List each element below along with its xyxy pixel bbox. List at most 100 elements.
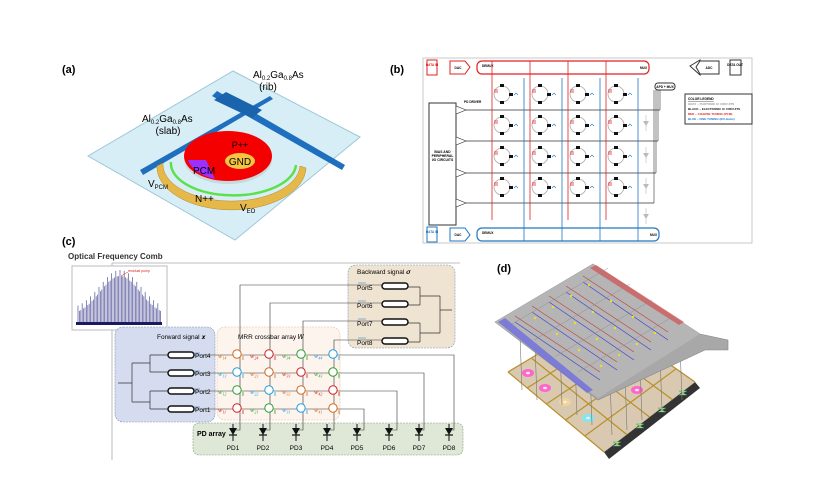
pcm-patch <box>188 160 215 179</box>
weight-label: w32 <box>282 389 290 397</box>
blue-line <box>514 321 601 381</box>
residual-pump-annotation: residual pump <box>128 269 150 273</box>
weight-label: w21 <box>250 407 258 415</box>
bottom-ring-center <box>635 388 639 392</box>
weight-symbol: w <box>314 407 319 414</box>
weight-symbol: w <box>250 353 255 360</box>
backward-route <box>266 302 382 431</box>
ring-marker <box>635 342 639 346</box>
weight-index: 24 <box>254 356 258 361</box>
weight-symbol: w <box>218 371 223 378</box>
weight-index: 42 <box>318 392 322 397</box>
weight-label: w31 <box>282 407 290 415</box>
dac-top-label: DAC <box>455 66 463 70</box>
microring <box>328 403 338 413</box>
microring <box>328 349 338 359</box>
weight-index: 22 <box>254 392 258 397</box>
data-in-top <box>426 59 438 76</box>
bottom-ring-center <box>543 386 547 390</box>
weight-label: w34 <box>282 353 290 361</box>
bottom-trace <box>584 368 676 437</box>
directional-coupler <box>381 318 409 326</box>
eo-tuning-icon <box>627 154 633 158</box>
panel-c: (c) Optical Frequency Comb residual pump… <box>62 236 464 460</box>
panel-c-label: (c) <box>62 236 76 248</box>
forward-port-label: Port2 <box>195 389 211 396</box>
pcm-capacitor-icon <box>532 182 536 186</box>
panel-a-label: (a) <box>62 64 76 76</box>
weight-symbol: w <box>218 407 223 414</box>
microring <box>264 367 274 377</box>
microring <box>296 385 306 395</box>
demux-top-label: DEMUX <box>482 64 494 68</box>
ring-contact <box>500 115 504 118</box>
pcm-label: PCM <box>193 166 215 177</box>
red-line <box>548 295 635 353</box>
weight-index: 34 <box>286 356 290 361</box>
weight-symbol: w <box>250 371 255 378</box>
backward-port-label: Port8 <box>357 340 373 347</box>
ring-contact <box>614 146 618 149</box>
microring <box>264 403 274 413</box>
ring-marker <box>609 299 613 303</box>
pcm-capacitor-icon <box>570 89 574 93</box>
ring-contact <box>614 84 618 87</box>
weight-symbol: w <box>282 371 287 378</box>
via-pillar <box>519 334 523 391</box>
blue-line <box>582 281 669 341</box>
eo-tuning-icon <box>589 92 595 96</box>
microring <box>328 385 338 395</box>
rib-note: (rib) <box>259 82 277 93</box>
pcm-capacitor-icon <box>494 89 498 93</box>
ring-contact <box>623 124 627 127</box>
adc-label: ADC <box>706 66 714 70</box>
weight-label: w14 <box>218 353 226 361</box>
ring-contact <box>585 93 589 96</box>
ring-contact <box>547 124 551 127</box>
grid-line <box>533 283 631 341</box>
pcm-capacitor-icon <box>608 151 612 155</box>
weight-label: w33 <box>282 371 290 379</box>
bottom-ring-center <box>526 371 530 375</box>
eo-tuning-icon <box>551 185 557 189</box>
color-legend <box>684 93 753 125</box>
ring-marker <box>617 353 621 357</box>
microring <box>232 385 242 395</box>
bias-label: BIAS AND PERIPHERAL I/O CIRCUITS <box>431 150 454 162</box>
blue-line <box>548 301 635 361</box>
forward-route <box>215 390 398 431</box>
forward-signal-box <box>114 326 216 423</box>
eo-tuning-icon <box>551 92 557 96</box>
red-line <box>531 305 618 363</box>
ring-contact <box>538 115 542 118</box>
weight-label: w44 <box>314 353 322 361</box>
ring-contact <box>614 115 618 118</box>
waveguide-crossing <box>214 92 262 118</box>
weight-index: 11 <box>222 410 226 415</box>
legend-item: BLUE – FINE TUNING (EO-GaAs) <box>688 117 735 121</box>
eo-tuning-icon <box>513 92 519 96</box>
pd-label: PD3 <box>290 445 303 452</box>
n-doped-label: N++ <box>195 194 214 205</box>
backward-signal-label: Backward signal 𝝈 <box>357 269 411 276</box>
weight-index: 21 <box>254 410 258 415</box>
pd-label: PD4 <box>321 445 334 452</box>
eo-tuning-icon <box>513 123 519 127</box>
dac-bottom-label: DAC <box>455 233 463 237</box>
ring-contact <box>614 163 618 166</box>
red-line <box>514 315 601 373</box>
weight-label: w22 <box>250 389 258 397</box>
pcm-capacitor-icon <box>494 151 498 155</box>
weight-index: 43 <box>318 374 322 379</box>
panel-b: (b) DATA IN DAC DEMUX MUX ADC DATA OUT A… <box>390 57 753 244</box>
ring-marker <box>551 305 555 309</box>
microring <box>232 367 242 377</box>
ring-contact <box>576 115 580 118</box>
bottom-trace <box>531 358 628 435</box>
ring-contact <box>500 194 504 197</box>
weight-symbol: w <box>282 407 287 414</box>
microring <box>296 349 306 359</box>
eo-tuning-icon <box>627 123 633 127</box>
data-out-label: DATA OUT <box>727 63 743 67</box>
forward-splitter-tree <box>118 354 170 410</box>
